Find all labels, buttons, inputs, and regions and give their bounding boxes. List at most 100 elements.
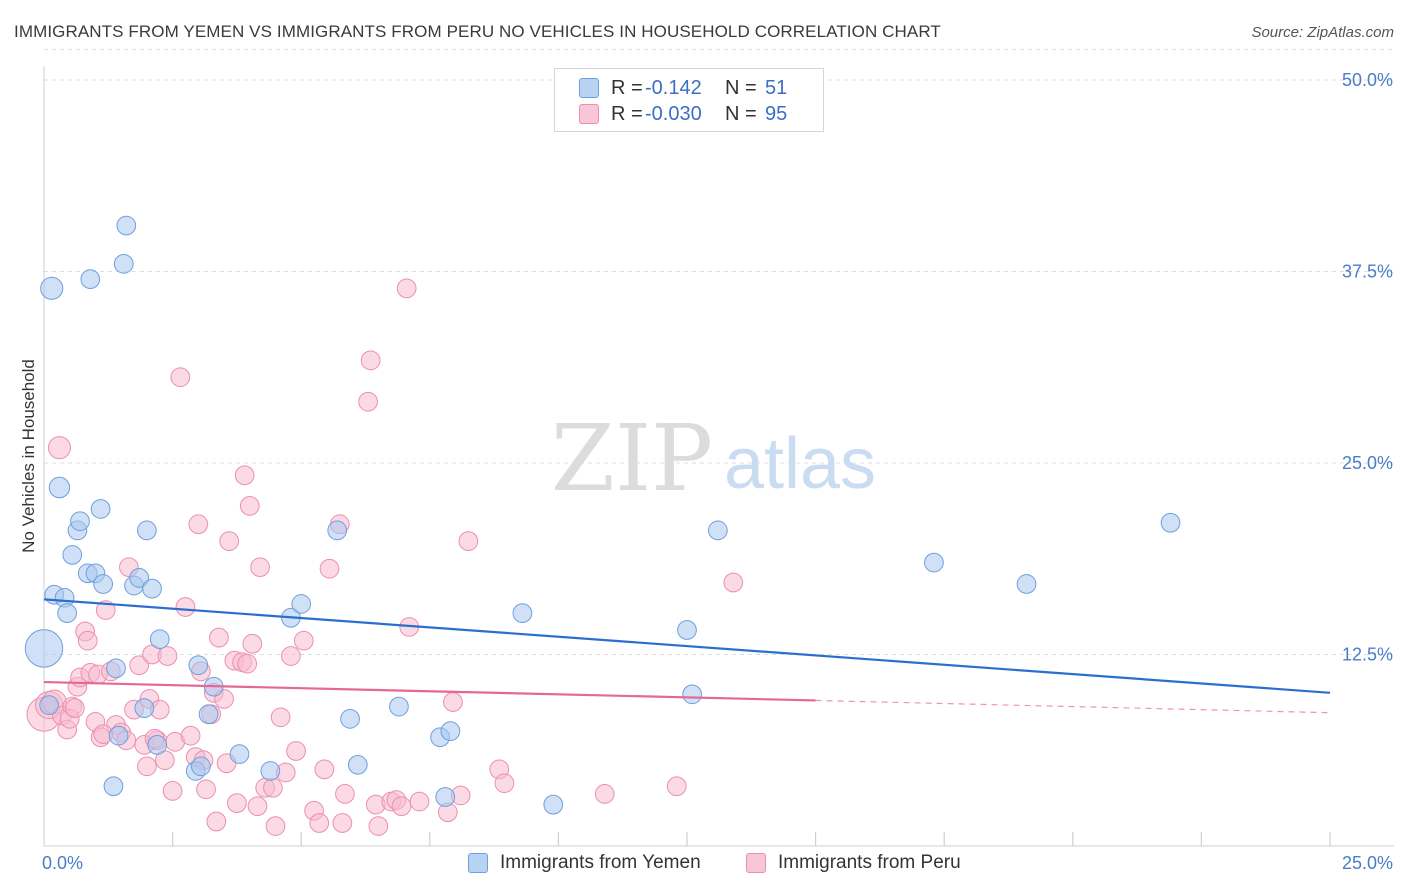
peru-point: [409, 791, 430, 812]
yemen-trend-line: [43, 598, 1331, 694]
y-axis-label: No Vehicles in Household: [19, 359, 38, 553]
peru-trend-line: [43, 680, 816, 702]
peru-point: [391, 796, 412, 817]
peru-point: [206, 811, 227, 832]
yemen-point: [1016, 574, 1037, 594]
yemen-point: [90, 499, 111, 519]
yemen-swatch-icon: [468, 853, 488, 873]
yemen-point: [103, 776, 124, 797]
yemen-points: [24, 215, 1181, 815]
peru-point: [332, 813, 353, 833]
axes: [43, 66, 1394, 847]
peru-swatch-icon: [746, 853, 766, 873]
peru-point: [723, 572, 744, 593]
peru-point: [309, 813, 330, 833]
legend-r-label: R =: [611, 102, 643, 125]
source-credit: Source: ZipAtlas.com: [1251, 24, 1394, 41]
gridlines: [44, 48, 1394, 655]
watermark-zip: ZIP: [551, 405, 713, 512]
peru-point: [129, 655, 150, 676]
peru-point: [239, 496, 260, 516]
yemen-point: [327, 520, 348, 541]
series-legend: Immigrants from Yemen Immigrants from Pe…: [0, 852, 1406, 878]
legend-n-label: N =: [725, 76, 757, 99]
peru-point: [319, 558, 340, 579]
peru-point: [335, 784, 355, 804]
peru-point: [196, 779, 216, 800]
x-tick-labels: 0.0% 25.0%: [42, 853, 1393, 873]
x-tick-label: 25.0%: [1342, 853, 1393, 873]
peru-point: [157, 646, 178, 666]
watermark-atlas: atlas: [724, 424, 876, 504]
peru-point: [368, 816, 389, 836]
peru-point: [162, 780, 183, 801]
peru-point: [175, 597, 196, 617]
legend-item-label: Immigrants from Peru: [778, 852, 961, 873]
peru-point: [247, 796, 268, 817]
peru-point: [137, 756, 157, 777]
peru-point: [188, 514, 209, 535]
peru-point: [494, 773, 515, 794]
peru-point: [270, 707, 291, 728]
peru-point: [443, 692, 463, 712]
trend-lines: [43, 598, 1331, 714]
peru-point: [242, 633, 263, 654]
yemen-point: [39, 695, 59, 715]
legend-item-yemen[interactable]: Immigrants from Yemen: [468, 852, 701, 874]
yemen-point: [62, 545, 83, 565]
legend-n-value: 95: [765, 102, 788, 125]
yemen-point: [389, 696, 409, 717]
yemen-point: [260, 761, 281, 781]
legend-row-yemen: R = -0.142 N = 51: [579, 75, 787, 101]
legend-item-peru[interactable]: Immigrants from Peru: [746, 852, 961, 874]
yemen-point: [191, 756, 211, 777]
peru-point: [95, 600, 116, 620]
peru-point: [281, 646, 301, 666]
y-tick-labels: 12.5% 25.0% 37.5% 50.0%: [1342, 70, 1393, 665]
y-tick-label: 37.5%: [1342, 262, 1393, 282]
yemen-point: [198, 704, 219, 725]
yemen-point: [543, 794, 564, 815]
peru-points: [26, 278, 744, 836]
yemen-point: [129, 568, 150, 588]
y-tick-label: 25.0%: [1342, 453, 1393, 473]
peru-point: [180, 725, 201, 746]
yemen-point: [924, 552, 944, 573]
yemen-point: [188, 655, 209, 676]
peru-point: [209, 627, 229, 648]
legend-r-value: -0.030: [645, 102, 702, 125]
yemen-point: [347, 754, 368, 775]
peru-point: [170, 367, 191, 388]
peru-point: [237, 653, 258, 674]
yemen-point: [116, 215, 137, 236]
peru-point: [47, 436, 71, 460]
legend-n-label: N =: [725, 102, 757, 125]
x-tick-label: 0.0%: [42, 853, 83, 873]
correlation-legend: R = -0.142 N = 51 R = -0.030 N = 95: [554, 68, 824, 132]
yemen-point: [113, 253, 134, 274]
peru-point: [234, 465, 255, 486]
peru-point: [293, 630, 314, 651]
yemen-point: [137, 520, 157, 541]
yemen-point: [93, 574, 114, 594]
yemen-point: [57, 603, 77, 623]
legend-item-label: Immigrants from Yemen: [500, 852, 701, 873]
yemen-point: [682, 684, 702, 705]
yemen-point: [435, 787, 456, 807]
yemen-point: [70, 511, 90, 532]
chart-title: IMMIGRANTS FROM YEMEN VS IMMIGRANTS FROM…: [14, 22, 941, 41]
peru-swatch-icon: [579, 104, 599, 124]
peru-point: [77, 630, 98, 651]
peru-point: [458, 531, 479, 551]
yemen-point: [40, 276, 64, 300]
yemen-point: [24, 629, 64, 668]
peru-point: [65, 698, 85, 718]
watermark: ZIP atlas: [551, 405, 876, 512]
yemen-point: [677, 620, 697, 640]
yemen-point: [142, 578, 162, 599]
peru-point: [594, 784, 615, 804]
yemen-point: [229, 744, 250, 764]
peru-point: [286, 741, 306, 761]
peru-point: [314, 759, 335, 780]
